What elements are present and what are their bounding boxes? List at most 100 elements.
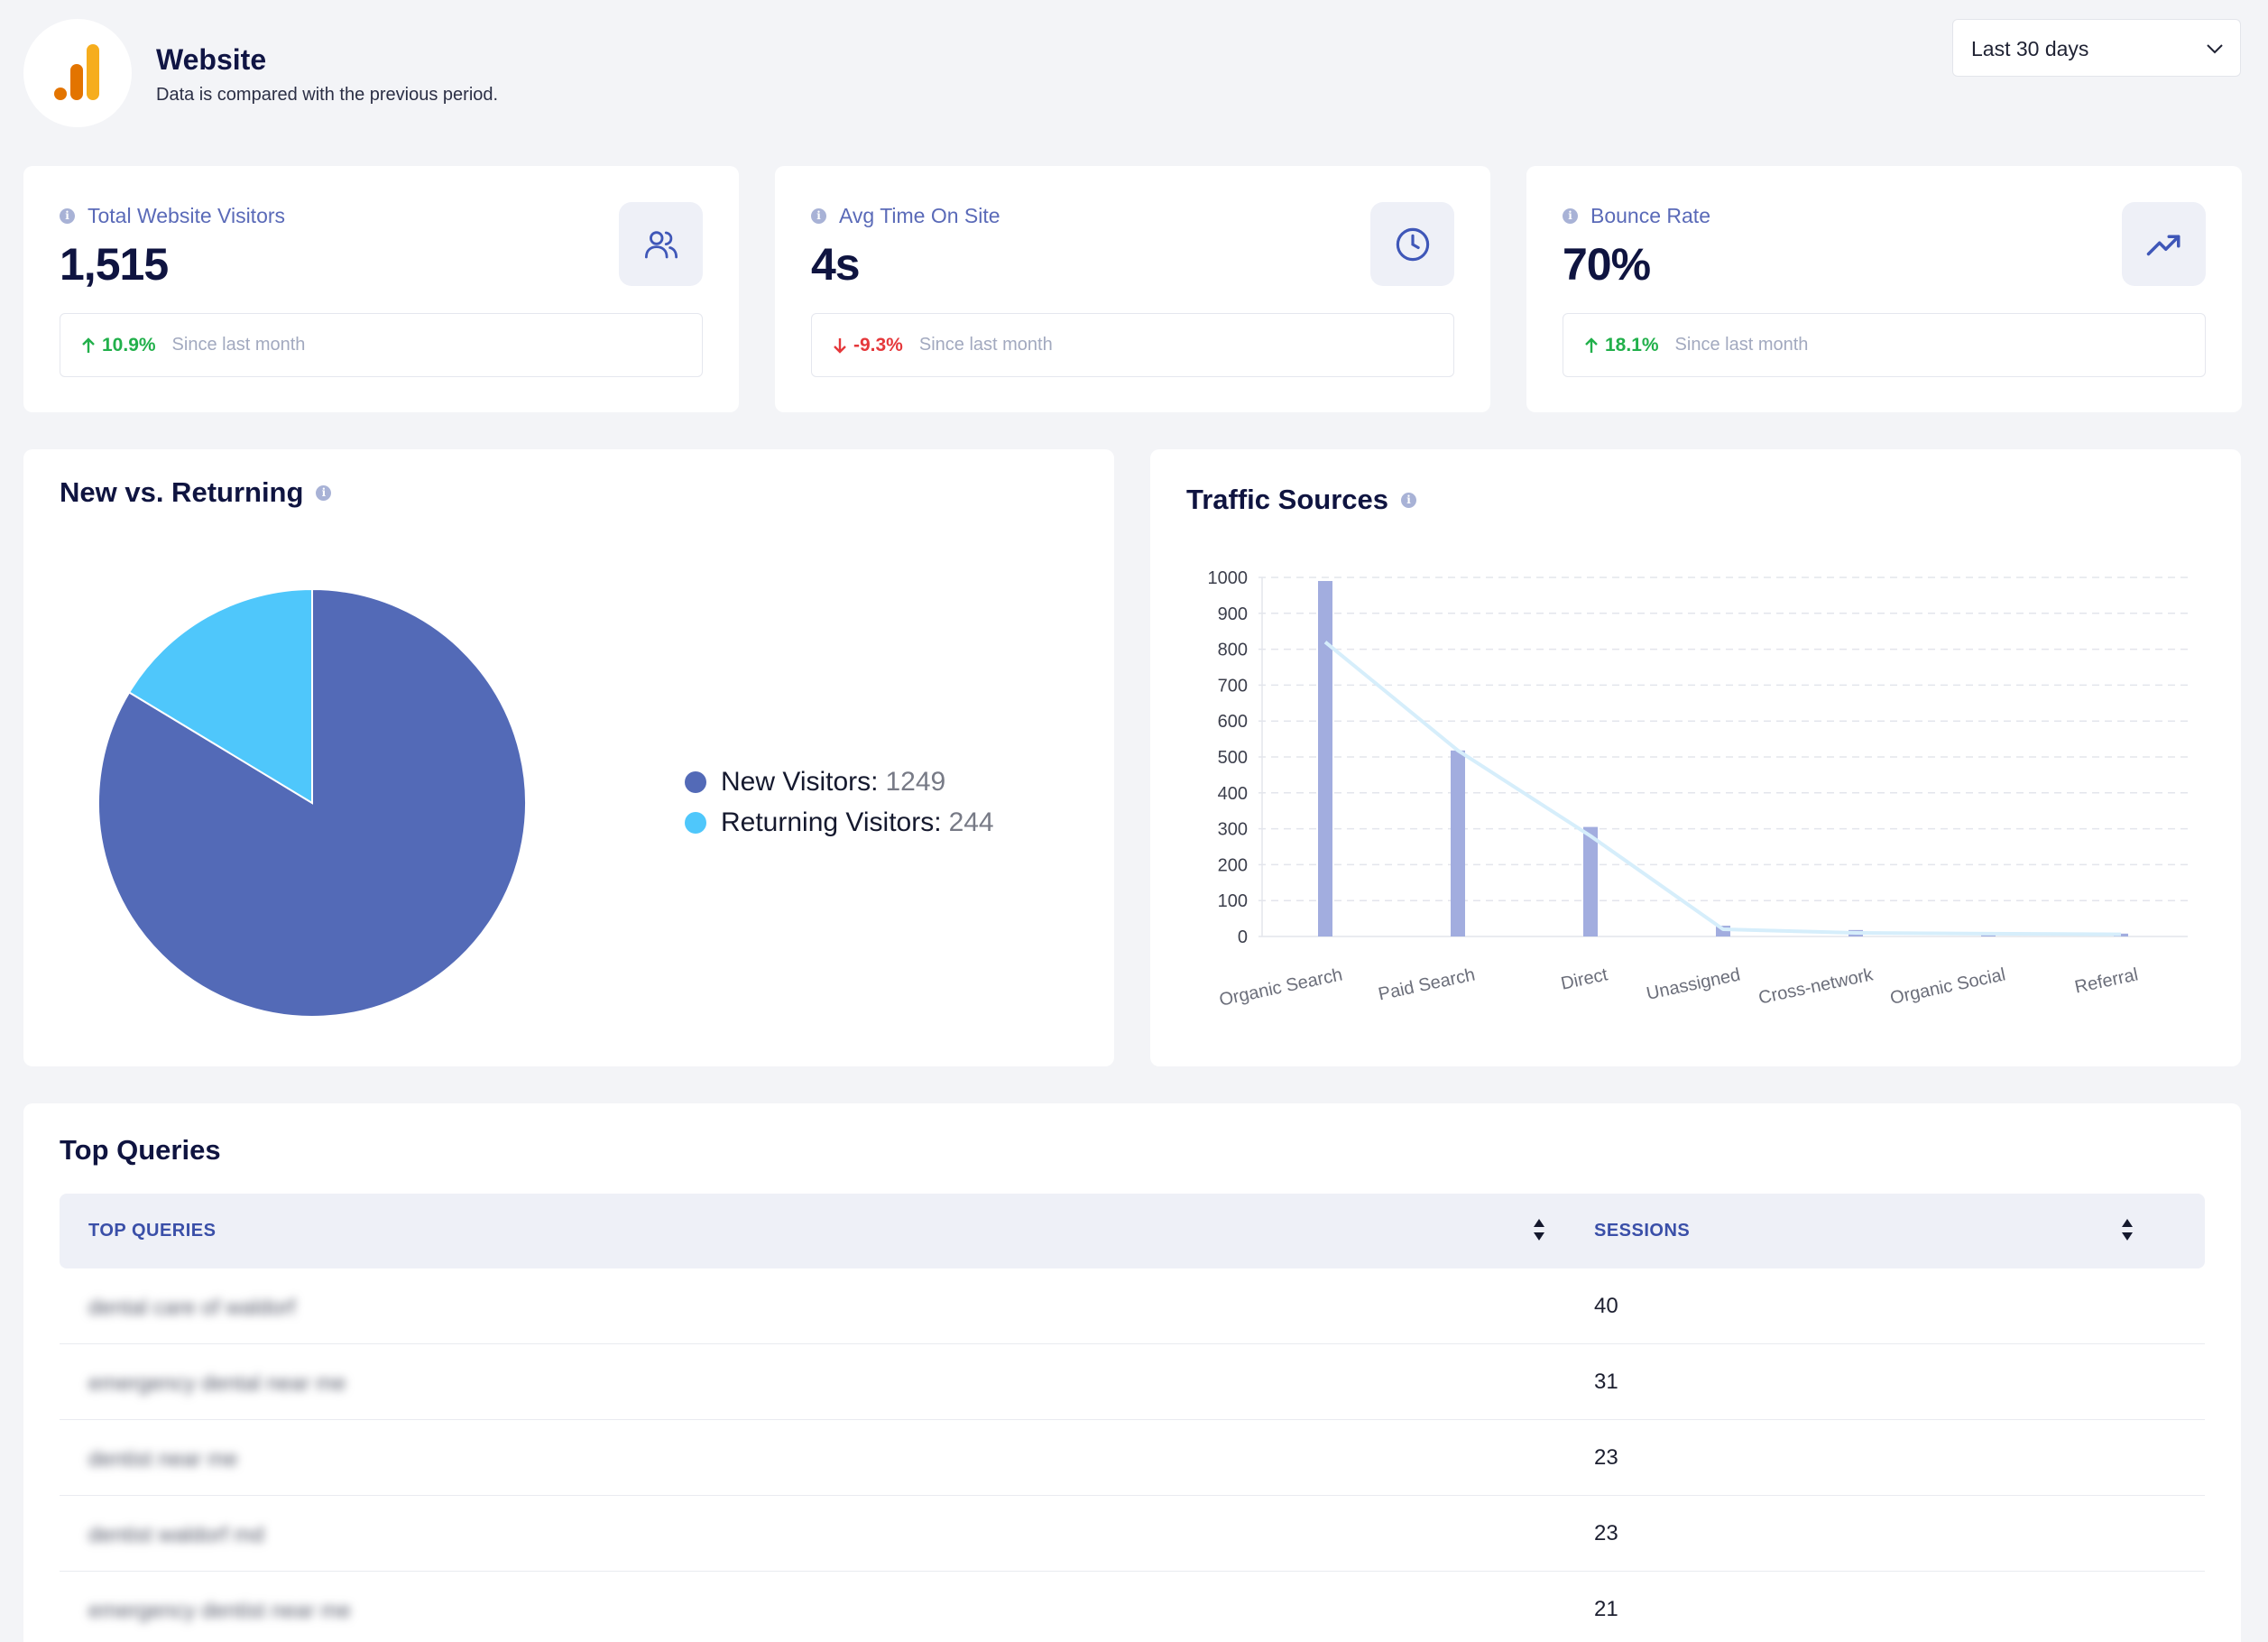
legend-swatch xyxy=(685,771,706,793)
users-icon xyxy=(644,231,678,259)
table-row[interactable]: dentist near me 23 xyxy=(60,1420,2205,1496)
y-tick-label: 500 xyxy=(1218,748,1248,768)
info-icon[interactable] xyxy=(1400,492,1416,508)
sort-icon[interactable] xyxy=(2120,1217,2134,1242)
table-row[interactable]: dentist waldorf md 23 xyxy=(60,1496,2205,1572)
bar-direct[interactable] xyxy=(1583,826,1598,936)
info-icon[interactable] xyxy=(1563,208,1578,224)
stat-since: Since last month xyxy=(918,335,1053,355)
page-subtitle: Data is compared with the previous perio… xyxy=(156,85,499,105)
stat-footer: 18.1% Since last month xyxy=(1563,313,2206,377)
sessions-value: 21 xyxy=(1594,1597,1618,1621)
y-tick-label: 200 xyxy=(1218,855,1248,875)
x-tick-label: Cross-network xyxy=(1756,964,1876,1009)
stat-card-visitors: Total Website Visitors 1,515 10.9% Since… xyxy=(23,166,739,412)
table-row[interactable]: emergency dentist near me 21 xyxy=(60,1572,2205,1642)
stat-card-time: Avg Time On Site 4s -9.3% Since last mon… xyxy=(775,166,1490,412)
table-row[interactable]: dental care of waldorf 40 xyxy=(60,1268,2205,1344)
y-tick-label: 300 xyxy=(1218,820,1248,840)
stat-label: Total Website Visitors xyxy=(88,204,286,227)
y-tick-label: 100 xyxy=(1218,891,1248,911)
new-vs-returning-panel: New vs. Returning New Visitors: 1249 Ret… xyxy=(23,449,1114,1066)
arrow-up-icon xyxy=(82,337,95,353)
stat-label: Avg Time On Site xyxy=(839,204,1000,227)
stat-card-bounce: Bounce Rate 70% 18.1% Since last month xyxy=(1526,166,2242,412)
sessions-value: 23 xyxy=(1594,1521,1618,1545)
table-row[interactable]: emergency dental near me 31 xyxy=(60,1344,2205,1420)
query-text: dentist waldorf md xyxy=(88,1523,264,1547)
panel-title: New vs. Returning xyxy=(60,476,304,508)
legend-label: New Visitors: xyxy=(721,767,879,797)
sort-icon[interactable] xyxy=(1532,1217,1546,1242)
x-tick-label: Organic Search xyxy=(1218,964,1345,1010)
y-tick-label: 900 xyxy=(1218,604,1248,624)
bar-paid-search[interactable] xyxy=(1451,750,1465,936)
query-text: emergency dentist near me xyxy=(88,1599,351,1623)
stat-delta: -9.3% xyxy=(853,334,903,355)
stat-delta: 10.9% xyxy=(102,334,156,355)
legend-value: 244 xyxy=(948,807,994,837)
arrow-up-icon xyxy=(1585,337,1598,353)
query-text: dentist near me xyxy=(88,1447,238,1471)
stat-icon-box xyxy=(1370,202,1454,286)
period-select[interactable]: Last 30 days xyxy=(1952,19,2241,77)
stat-footer: -9.3% Since last month xyxy=(811,313,1454,377)
bar-referral[interactable] xyxy=(2114,933,2128,936)
clock-icon xyxy=(1396,227,1430,262)
legend-label: Returning Visitors: xyxy=(721,807,942,837)
column-header-query[interactable]: TOP QUERIES xyxy=(88,1221,217,1241)
trend-line xyxy=(1323,641,2122,936)
stat-delta: 18.1% xyxy=(1605,334,1659,355)
page-title: Website xyxy=(156,43,267,76)
stat-since: Since last month xyxy=(1674,335,1809,355)
info-icon[interactable] xyxy=(316,484,332,501)
stat-icon-box xyxy=(619,202,703,286)
legend-value: 1249 xyxy=(885,767,946,797)
pie-chart xyxy=(97,587,527,1018)
sessions-value: 31 xyxy=(1594,1370,1618,1394)
y-tick-label: 800 xyxy=(1218,641,1248,660)
legend-item-new: New Visitors: 1249 xyxy=(685,767,945,798)
x-tick-label: Referral xyxy=(2073,964,2140,997)
app-logo xyxy=(23,19,132,127)
y-tick-label: 400 xyxy=(1218,784,1248,804)
traffic-sources-panel: Traffic Sources 0 100 200 300 400 500 600 700 80… xyxy=(1150,449,2241,1066)
x-tick-label: Organic Social xyxy=(1888,964,2007,1009)
column-header-sessions[interactable]: SESSIONS xyxy=(1594,1221,1691,1241)
y-tick-label: 0 xyxy=(1238,927,1248,947)
analytics-bar-logo xyxy=(54,44,99,100)
info-icon[interactable] xyxy=(60,208,75,224)
panel-title: Top Queries xyxy=(60,1134,221,1166)
top-queries-panel: Top Queries xyxy=(23,1103,2241,1642)
x-tick-label: Unassigned xyxy=(1645,964,1742,1003)
stat-value: 70% xyxy=(1563,239,1651,290)
y-tick-label: 1000 xyxy=(1208,568,1249,588)
stat-footer: 10.9% Since last month xyxy=(60,313,703,377)
table-header: TOP QUERIES SESSIONS xyxy=(60,1194,2205,1268)
bar-organic-search[interactable] xyxy=(1318,580,1332,936)
trending-up-icon xyxy=(2146,235,2180,256)
bar-chart: 0 100 200 300 400 500 600 700 800 900 1000 Organic … xyxy=(1208,568,2188,1010)
sessions-value: 40 xyxy=(1594,1294,1618,1318)
arrow-down-icon xyxy=(834,337,846,354)
x-tick-label: Direct xyxy=(1559,964,1609,993)
stat-label: Bounce Rate xyxy=(1590,204,1710,227)
x-tick-label: Paid Search xyxy=(1377,964,1477,1004)
stat-since: Since last month xyxy=(171,335,306,355)
panel-title: Traffic Sources xyxy=(1186,484,1388,515)
chevron-down-icon xyxy=(2207,44,2223,54)
stat-icon-box xyxy=(2122,202,2206,286)
stat-value: 1,515 xyxy=(60,239,169,290)
y-tick-label: 700 xyxy=(1218,676,1248,696)
pie-slice-new-visitors[interactable] xyxy=(97,587,527,1018)
period-select-value: Last 30 days xyxy=(1971,37,2089,60)
legend-item-returning: Returning Visitors: 244 xyxy=(685,807,994,838)
query-text: emergency dental near me xyxy=(88,1371,346,1396)
sessions-value: 23 xyxy=(1594,1445,1618,1470)
legend-swatch xyxy=(685,812,706,834)
query-text: dental care of waldorf xyxy=(88,1296,296,1320)
pie-slice-returning-visitors[interactable] xyxy=(127,587,313,805)
info-icon[interactable] xyxy=(811,208,826,224)
y-tick-label: 600 xyxy=(1218,712,1248,732)
stat-value: 4s xyxy=(811,239,861,290)
